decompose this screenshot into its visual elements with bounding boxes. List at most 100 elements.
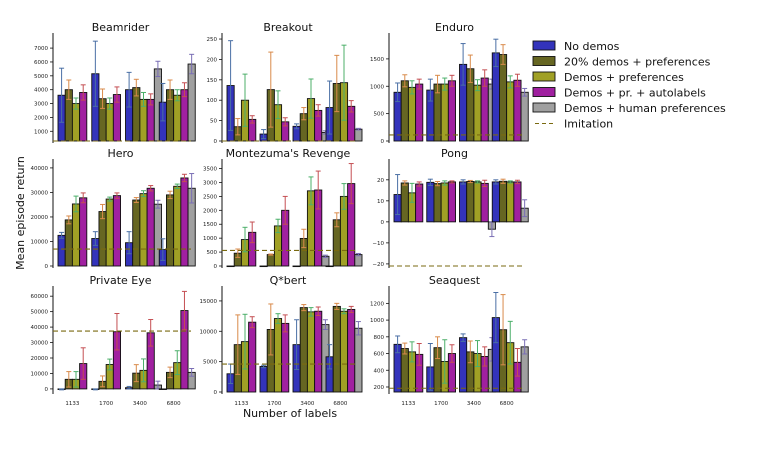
bar bbox=[473, 181, 482, 223]
bar bbox=[306, 311, 316, 393]
y-tick-label: 0 bbox=[45, 264, 49, 270]
panel-enduro: Enduro 0 500 1000 1500 bbox=[370, 21, 529, 145]
y-tick-label: 0 bbox=[214, 264, 218, 270]
bar bbox=[354, 128, 363, 142]
bar bbox=[459, 181, 468, 223]
legend-swatch bbox=[532, 40, 556, 51]
y-tick-label: 5000 bbox=[203, 360, 217, 366]
x-tick-label: 6800 bbox=[500, 401, 514, 407]
legend-swatch bbox=[532, 71, 556, 82]
y-tick-label: 60000 bbox=[31, 294, 49, 300]
legend-item: No demos bbox=[532, 40, 620, 53]
bar bbox=[292, 265, 301, 268]
bar bbox=[480, 182, 489, 223]
bar bbox=[440, 182, 449, 223]
y-tick-label: 250 bbox=[207, 37, 218, 43]
panel-title: Montezuma's Revenge bbox=[226, 147, 351, 160]
bar bbox=[513, 181, 522, 223]
y-tick-label: 0 bbox=[214, 390, 218, 396]
bar bbox=[400, 348, 409, 393]
bar bbox=[520, 91, 529, 142]
bar bbox=[139, 193, 148, 267]
bar bbox=[491, 181, 500, 223]
y-tick-label: −10 bbox=[372, 241, 384, 247]
bar bbox=[499, 180, 508, 223]
y-tick-label: 50 bbox=[210, 119, 217, 125]
x-tick-label: 3400 bbox=[300, 401, 314, 407]
y-axis-label: Mean episode return bbox=[14, 156, 27, 270]
y-tick-label: 10000 bbox=[200, 329, 218, 335]
legend-swatch bbox=[532, 56, 556, 66]
legend-item: 20% demos + preferences bbox=[532, 56, 711, 69]
bar bbox=[447, 80, 457, 142]
bar bbox=[400, 182, 409, 223]
y-tick-label: 20000 bbox=[31, 215, 49, 221]
panel-title: Hero bbox=[107, 147, 133, 160]
y-tick-label: 1200 bbox=[370, 301, 384, 307]
x-tick-label: 1700 bbox=[434, 401, 448, 407]
bar bbox=[180, 89, 189, 142]
legend-label: Imitation bbox=[564, 118, 613, 131]
bar bbox=[281, 322, 290, 393]
bar bbox=[98, 211, 107, 267]
bar bbox=[480, 77, 489, 142]
bar bbox=[440, 83, 449, 142]
bar bbox=[314, 310, 323, 393]
bar bbox=[466, 181, 475, 223]
panel-q-bert: Q*bert 0 5000 10000 15000 1133 1700 3400 6800 bbox=[200, 274, 363, 407]
legend-item: Demos + preferences bbox=[532, 71, 684, 84]
bar bbox=[180, 177, 189, 267]
panel-private-eye: Private Eye 0 10000 20000 30000 40000 50000 600… bbox=[31, 274, 196, 407]
bar bbox=[248, 321, 257, 393]
y-tick-label: 10000 bbox=[31, 371, 49, 377]
y-tick-label: 0 bbox=[45, 387, 49, 393]
y-tick-label: 1000 bbox=[34, 129, 48, 135]
bar bbox=[299, 307, 308, 393]
panel-pong: Pong −20 −10 0 10 20 bbox=[372, 147, 529, 268]
x-tick-label: 1133 bbox=[234, 401, 248, 407]
y-tick-label: 2000 bbox=[34, 115, 48, 121]
bar bbox=[447, 181, 457, 223]
y-tick-label: 200 bbox=[374, 385, 385, 391]
y-tick-label: 6000 bbox=[34, 60, 48, 66]
bar bbox=[325, 265, 334, 268]
panel-title: Breakout bbox=[263, 21, 313, 34]
panel-title: Pong bbox=[441, 147, 468, 160]
bar bbox=[415, 83, 424, 142]
bar bbox=[354, 327, 363, 393]
y-tick-label: 20000 bbox=[31, 356, 49, 362]
bar bbox=[426, 181, 435, 223]
legend-item: Demos + pr. + autolabels bbox=[532, 87, 706, 100]
bar bbox=[339, 310, 349, 393]
x-axis-label: Number of labels bbox=[243, 407, 337, 420]
y-tick-label: 20 bbox=[377, 178, 384, 184]
y-tick-label: 3000 bbox=[203, 180, 217, 186]
panel-title: Private Eye bbox=[89, 274, 151, 287]
x-tick-label: 1700 bbox=[267, 401, 281, 407]
y-tick-label: 500 bbox=[207, 250, 218, 256]
bar bbox=[112, 195, 121, 267]
x-tick-label: 3400 bbox=[467, 401, 481, 407]
bar bbox=[64, 219, 73, 267]
bar bbox=[400, 80, 409, 142]
y-tick-label: 3000 bbox=[34, 102, 48, 108]
y-tick-label: 1500 bbox=[203, 222, 217, 228]
bar bbox=[259, 265, 268, 268]
bar bbox=[266, 254, 275, 267]
bar bbox=[71, 203, 81, 267]
y-tick-label: 1000 bbox=[370, 84, 384, 90]
legend-label: Demos + human preferences bbox=[564, 102, 726, 115]
bar bbox=[273, 318, 283, 393]
y-tick-label: 30000 bbox=[31, 341, 49, 347]
y-tick-label: 0 bbox=[381, 220, 385, 226]
y-tick-label: 1000 bbox=[203, 236, 217, 242]
bar bbox=[354, 254, 363, 267]
bar bbox=[473, 84, 482, 142]
bar bbox=[433, 183, 442, 223]
x-tick-label: 3400 bbox=[133, 401, 147, 407]
bar bbox=[506, 181, 515, 223]
y-tick-label: −20 bbox=[372, 262, 384, 268]
y-tick-label: 2000 bbox=[203, 208, 217, 214]
legend-label: Demos + preferences bbox=[564, 71, 684, 84]
